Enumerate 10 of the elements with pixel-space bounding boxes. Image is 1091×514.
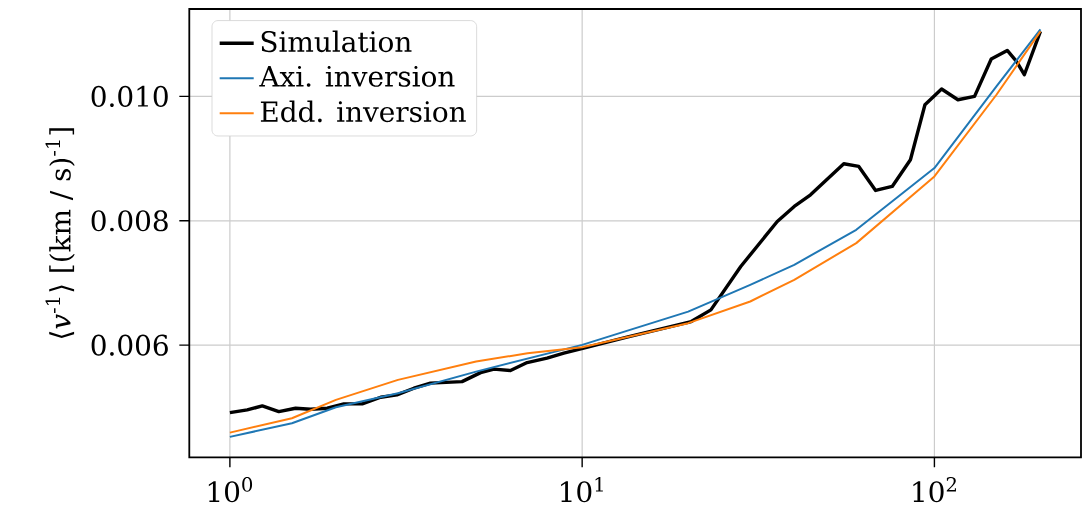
legend-label: Axi. inversion <box>259 65 455 87</box>
x-tick-label: 10$^{2}$ <box>913 476 956 503</box>
legend-label: Simulation <box>261 30 412 53</box>
x-tick-label: 10$^{1}$ <box>561 476 603 503</box>
legend-label: Edd. inversion <box>260 100 466 123</box>
y-axis-title: ⟨v$^{-1}$⟩ [(km / s)$^{-1}$] <box>45 128 75 339</box>
x-tick-label: 10$^{0}$ <box>208 476 253 503</box>
y-tick-label: 0.008 <box>91 210 168 232</box>
y-tick-label: 0.010 <box>91 85 168 107</box>
y-tick-label: 0.006 <box>91 334 168 356</box>
